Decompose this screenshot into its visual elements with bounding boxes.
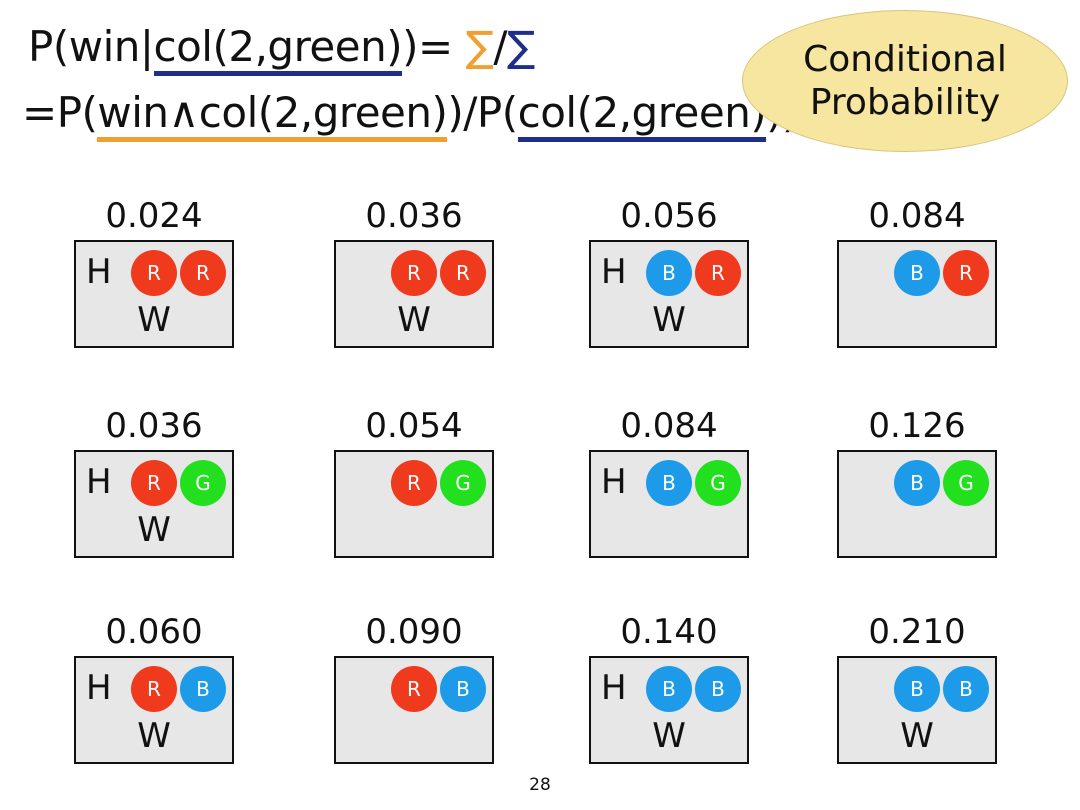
- formula-line-1: P(win|col(2,green))= ∑/∑: [28, 22, 535, 76]
- probability-label: 0.210: [868, 612, 966, 652]
- ball-1: B: [646, 250, 692, 296]
- probability-label: 0.084: [868, 196, 966, 236]
- h-label: H: [86, 462, 112, 502]
- ball-2: B: [695, 666, 741, 712]
- ball-2: G: [180, 460, 226, 506]
- probability-label: 0.090: [365, 612, 463, 652]
- ball-2: B: [943, 666, 989, 712]
- probability-label: 0.140: [620, 612, 718, 652]
- ball-1: R: [131, 666, 177, 712]
- h-label: H: [601, 668, 627, 708]
- h-label: H: [601, 252, 627, 292]
- ball-1: R: [131, 460, 177, 506]
- ball-2: B: [440, 666, 486, 712]
- probability-label: 0.056: [620, 196, 718, 236]
- h-label: H: [86, 668, 112, 708]
- w-label: W: [137, 716, 171, 756]
- ball-2: G: [440, 460, 486, 506]
- formula-marginal: col(2,green): [517, 88, 767, 142]
- probability-label: 0.036: [105, 406, 203, 446]
- badge-line-2: Probability: [809, 82, 1001, 123]
- ball-1: B: [894, 666, 940, 712]
- sigma-marginal: ∑: [507, 22, 535, 71]
- w-label: W: [900, 716, 934, 756]
- ball-1: R: [391, 666, 437, 712]
- formula2-prefix: =P(: [22, 88, 98, 137]
- ball-1: R: [391, 460, 437, 506]
- probability-label: 0.054: [365, 406, 463, 446]
- probability-label: 0.126: [868, 406, 966, 446]
- formula-slash: /: [493, 22, 508, 71]
- w-label: W: [137, 300, 171, 340]
- ball-2: R: [440, 250, 486, 296]
- formula2-mid: )/P(: [447, 88, 518, 137]
- conditional-probability-badge: Conditional Probability: [742, 10, 1068, 152]
- sigma-joint: ∑: [465, 22, 494, 71]
- ball-1: B: [646, 666, 692, 712]
- formula-equals: )=: [402, 22, 466, 71]
- ball-2: R: [943, 250, 989, 296]
- ball-2: G: [695, 460, 741, 506]
- ball-2: R: [180, 250, 226, 296]
- w-label: W: [652, 300, 686, 340]
- ball-1: B: [894, 460, 940, 506]
- h-label: H: [86, 252, 112, 292]
- probability-label: 0.036: [365, 196, 463, 236]
- ball-1: B: [646, 460, 692, 506]
- ball-2: G: [943, 460, 989, 506]
- ball-2: B: [180, 666, 226, 712]
- probability-label: 0.060: [105, 612, 203, 652]
- badge-line-1: Conditional: [803, 38, 1007, 80]
- w-label: W: [397, 300, 431, 340]
- page-number: 28: [529, 775, 551, 795]
- probability-label: 0.084: [620, 406, 718, 446]
- h-label: H: [601, 462, 627, 502]
- ball-1: B: [894, 250, 940, 296]
- formula-joint: win∧col(2,green): [97, 88, 448, 142]
- w-label: W: [137, 510, 171, 550]
- ball-1: R: [391, 250, 437, 296]
- formula-line-2: =P(win∧col(2,green))/P(col(2,green))): [22, 88, 799, 142]
- formula-prefix: P(win|: [28, 22, 154, 71]
- ball-2: R: [695, 250, 741, 296]
- w-label: W: [652, 716, 686, 756]
- formula-condition: col(2,green): [153, 22, 403, 76]
- ball-1: R: [131, 250, 177, 296]
- probability-label: 0.024: [105, 196, 203, 236]
